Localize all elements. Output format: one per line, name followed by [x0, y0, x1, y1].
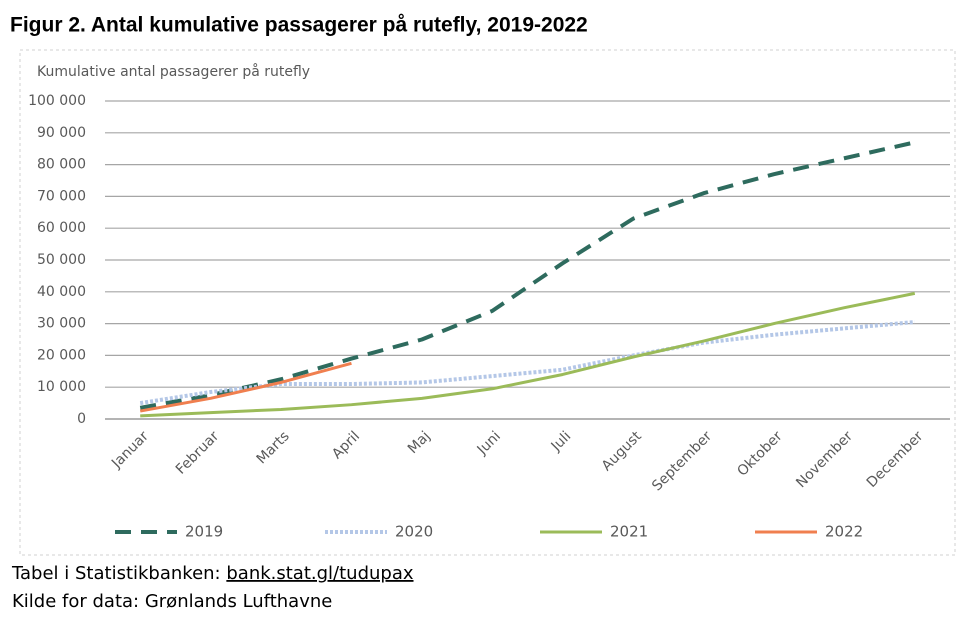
legend-label: 2020 [395, 523, 433, 541]
x-tick-label: Februar [173, 428, 222, 477]
y-tick-label: 60 000 [37, 220, 86, 236]
source-link[interactable]: bank.stat.gl/tudupax [226, 563, 414, 584]
footer-source: Tabel i Statistikbanken: bank.stat.gl/tu… [11, 563, 414, 584]
legend-label: 2019 [185, 523, 223, 541]
y-tick-label: 90 000 [37, 125, 86, 141]
x-tick-label: Maj [405, 428, 434, 457]
x-tick-label: December [864, 428, 927, 491]
x-tick-label: Oktober [734, 428, 785, 479]
y-tick-label: 40 000 [37, 284, 86, 300]
y-tick-label: 100 000 [28, 93, 86, 109]
x-tick-label: Januar [108, 428, 152, 472]
x-tick-label: April [329, 428, 363, 462]
x-tick-label: November [793, 428, 856, 491]
y-tick-label: 30 000 [37, 316, 86, 332]
legend-label: 2022 [825, 523, 863, 541]
footer-credit: Kilde for data: Grønlands Lufthavne [12, 591, 332, 612]
x-tick-label: August [599, 428, 645, 474]
series-line [139, 140, 916, 410]
x-tick-label: September [649, 428, 715, 494]
chart-title: Figur 2. Antal kumulative passagerer på … [10, 14, 588, 37]
source-label: Tabel i Statistikbanken: [11, 563, 221, 584]
x-tick-label: Juli [548, 428, 575, 455]
y-axis-title: Kumulative antal passagerer på rutefly [37, 63, 310, 80]
y-tick-label: 20 000 [37, 347, 86, 363]
y-tick-label: 0 [77, 411, 86, 427]
y-tick-label: 80 000 [37, 157, 86, 173]
y-tick-label: 70 000 [37, 188, 86, 204]
series-line [139, 361, 352, 413]
x-tick-label: Juni [474, 428, 504, 458]
legend-label: 2021 [610, 523, 648, 541]
x-tick-label: Marts [254, 428, 293, 467]
y-tick-label: 10 000 [37, 379, 86, 395]
series-line [139, 320, 915, 406]
y-tick-label: 50 000 [37, 252, 86, 268]
series-line [140, 291, 916, 418]
